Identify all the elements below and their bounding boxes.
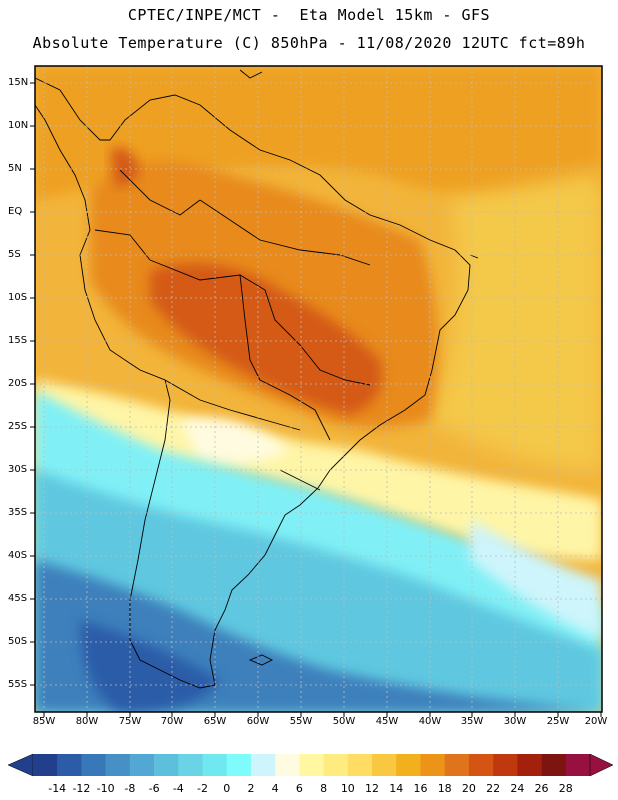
lon-label: 75W: [118, 716, 142, 727]
colorbar-swatch: [323, 754, 349, 776]
colorbar-label: 20: [461, 782, 476, 795]
colorbar-swatch: [517, 754, 542, 776]
colorbar-label: 16: [413, 782, 428, 795]
lat-label: 5S: [8, 249, 21, 260]
title-line-1: CPTEC/INPE/MCT - Eta Model 15km - GFS: [127, 6, 491, 24]
colorbar-label: 14: [389, 782, 404, 795]
lat-label: 30S: [8, 464, 28, 475]
map-frame: [34, 65, 603, 713]
tick-marks: [30, 82, 602, 717]
colorbar-swatch: [396, 754, 421, 776]
colorbar-swatch: [57, 754, 82, 776]
colorbar-swatch: [129, 754, 155, 776]
title-line-2: Absolute Temperature (C) 850hPa - 11/08/…: [32, 34, 586, 52]
colorbar-label: 8: [320, 782, 328, 795]
colorbar-swatch: [250, 754, 276, 776]
colorbar-label: -12: [72, 782, 91, 795]
colorbar-swatch: [299, 754, 324, 776]
colorbar-swatch: [275, 754, 300, 776]
triangle-right-icon: [589, 753, 614, 777]
lon-label: 70W: [160, 716, 184, 727]
colorbar-swatch: [178, 754, 203, 776]
colorbar-label: 22: [486, 782, 501, 795]
lat-label: 15S: [8, 335, 28, 346]
colorbar-swatch: [202, 754, 228, 776]
colorbar-label: -2: [197, 782, 208, 795]
lat-label: EQ: [8, 206, 23, 217]
colorbar-swatch: [226, 754, 252, 776]
lon-label: 25W: [546, 716, 570, 727]
colorbar-label: -4: [172, 782, 184, 795]
lon-label: 60W: [246, 716, 270, 727]
colorbar-label: 0: [223, 782, 231, 795]
lon-label: 80W: [75, 716, 99, 727]
lat-label: 40S: [8, 550, 28, 561]
colorbar-swatch: [444, 754, 470, 776]
lat-label: 10N: [8, 120, 29, 131]
lat-label: 15N: [8, 77, 29, 88]
lon-label: 35W: [460, 716, 484, 727]
colorbar: [7, 753, 614, 777]
lat-label: 10S: [8, 292, 28, 303]
colorbar-label: 6: [295, 782, 303, 795]
colorbar-label: 2: [247, 782, 255, 795]
colorbar-label: 10: [340, 782, 355, 795]
colorbar-label: 18: [437, 782, 452, 795]
colorbar-label: -8: [124, 782, 136, 795]
lon-label: 20W: [584, 716, 608, 727]
colorbar-label: 26: [534, 782, 549, 795]
lat-label: 50S: [8, 636, 28, 647]
colorbar-label: -10: [96, 782, 115, 795]
colorbar-swatch: [468, 754, 494, 776]
colorbar-swatch: [81, 754, 106, 776]
colorbar-swatch: [33, 754, 58, 776]
colorbar-label: 4: [271, 782, 279, 795]
colorbar-swatch: [420, 754, 445, 776]
lat-label: 20S: [8, 378, 28, 389]
colorbar-label: 28: [558, 782, 573, 795]
colorbar-label: -6: [148, 782, 160, 795]
colorbar-swatch: [372, 754, 397, 776]
lon-label: 50W: [332, 716, 356, 727]
lat-label: 5N: [8, 163, 22, 174]
lon-label: 30W: [503, 716, 527, 727]
colorbar-swatch: [565, 754, 591, 776]
lon-label: 40W: [418, 716, 442, 727]
lat-label: 45S: [8, 593, 28, 604]
lon-label: 85W: [32, 716, 56, 727]
lon-label: 65W: [203, 716, 227, 727]
coastlines: [35, 69, 479, 689]
colorbar-swatch: [105, 754, 131, 776]
lat-label: 35S: [8, 507, 28, 518]
colorbar-swatch: [154, 754, 179, 776]
colorbar-label: -14: [48, 782, 67, 795]
lon-label: 55W: [289, 716, 313, 727]
colorbar-swatch: [541, 754, 567, 776]
colorbar-swatch: [347, 754, 373, 776]
colorbar-label: 24: [510, 782, 525, 795]
colorbar-swatch: [493, 754, 518, 776]
triangle-left-icon: [7, 753, 34, 777]
lat-label: 55S: [8, 679, 28, 690]
lon-label: 45W: [375, 716, 399, 727]
temperature-field: [35, 66, 602, 712]
lat-label: 25S: [8, 421, 28, 432]
colorbar-label: 12: [365, 782, 380, 795]
